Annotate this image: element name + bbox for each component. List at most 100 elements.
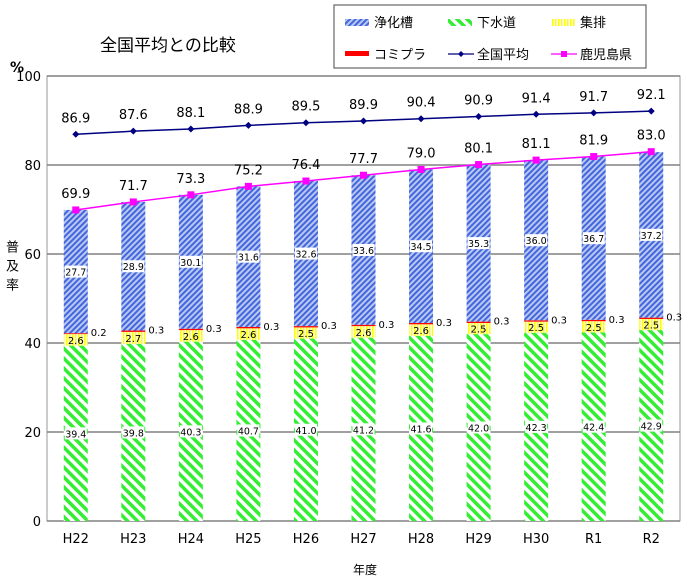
bar-segment <box>524 321 549 333</box>
bar-segment <box>121 331 146 344</box>
line-point <box>244 121 252 129</box>
data-label: 32.6 <box>295 250 316 261</box>
data-label: 41.6 <box>410 424 431 435</box>
chart-title: 全国平均との比較 <box>100 36 236 56</box>
line-point <box>647 107 655 115</box>
line-data-label: 71.7 <box>119 179 148 194</box>
bar-segment <box>63 333 88 335</box>
label-bg <box>640 419 663 432</box>
data-label: 2.6 <box>68 336 84 347</box>
data-label: 0.3 <box>379 320 395 331</box>
data-label: 36.0 <box>526 236 547 247</box>
line-point <box>244 182 252 190</box>
data-label: 28.9 <box>123 262 144 273</box>
data-label: 0.3 <box>609 315 625 326</box>
line-point <box>129 127 137 135</box>
label-bg <box>525 420 548 433</box>
legend-label: 浄化槽 <box>374 16 413 31</box>
data-label: 2.6 <box>240 330 256 341</box>
line-point <box>360 171 367 179</box>
data-label: 0.3 <box>666 313 682 324</box>
line-point <box>302 119 310 127</box>
data-label: 2.7 <box>125 334 141 345</box>
data-label: 40.3 <box>180 427 201 438</box>
label-bg <box>352 243 375 256</box>
x-tick-label: R2 <box>643 532 660 547</box>
data-label: 39.4 <box>65 429 86 440</box>
data-label: 0.3 <box>148 326 164 337</box>
line-data-label: 77.7 <box>349 152 378 167</box>
data-label: 35.3 <box>468 239 489 250</box>
legend-marker <box>458 51 464 57</box>
data-label: 2.5 <box>643 321 659 332</box>
line-data-label: 86.9 <box>61 111 90 126</box>
legend-label: 全国平均 <box>477 47 529 63</box>
data-label: 34.5 <box>410 242 431 253</box>
data-label: 2.6 <box>413 326 429 337</box>
bar-segment <box>639 318 664 331</box>
y-tick-label: 40 <box>24 337 41 352</box>
line-data-label: 90.4 <box>407 96 436 111</box>
bar-segment <box>581 319 606 322</box>
line-point <box>360 117 367 125</box>
x-tick-label: H26 <box>293 532 319 547</box>
x-tick-label: H24 <box>178 532 204 547</box>
label-bg <box>410 240 433 253</box>
line-point <box>417 115 425 123</box>
data-label: 2.5 <box>586 323 602 334</box>
bar-segment <box>293 327 318 339</box>
y-unit: % <box>10 60 24 76</box>
line-data-label: 81.1 <box>522 137 551 152</box>
line-data-label: 73.3 <box>176 172 205 187</box>
data-label: 40.7 <box>238 426 259 437</box>
data-label: 0.3 <box>206 324 222 335</box>
data-label: 0.3 <box>263 322 279 333</box>
x-tick-label: H28 <box>408 532 434 547</box>
line-data-label: 81.9 <box>579 134 608 149</box>
line-data-label: 83.0 <box>637 129 666 144</box>
bar-segment <box>351 326 376 338</box>
bar-segment <box>466 321 491 323</box>
label-bg <box>294 423 317 436</box>
legend-box <box>333 4 647 69</box>
data-label: 39.8 <box>123 428 144 439</box>
x-tick-label: H30 <box>523 532 549 547</box>
y-tick-label: 80 <box>24 159 41 174</box>
legend-label: 下水道 <box>477 16 516 31</box>
x-axis-label: 年度 <box>353 562 377 577</box>
x-tick-label: H29 <box>465 532 491 547</box>
label-bg <box>410 422 433 435</box>
line-point <box>72 206 80 214</box>
line-point <box>475 112 483 120</box>
data-label: 36.7 <box>583 234 604 245</box>
line-data-label: 88.1 <box>176 106 205 121</box>
legend-swatch <box>345 19 369 26</box>
line-point <box>532 110 540 118</box>
bar-segment <box>236 326 261 329</box>
line-data-label: 90.9 <box>464 93 493 108</box>
data-label: 27.7 <box>65 268 86 279</box>
line-point <box>187 125 195 133</box>
label-bg <box>294 247 317 260</box>
label-bg <box>467 421 490 434</box>
line-data-label: 88.9 <box>234 102 263 117</box>
x-tick-label: H22 <box>63 532 89 547</box>
data-label: 42.4 <box>583 423 604 434</box>
legend-swatch <box>448 19 472 26</box>
bar-segment <box>63 334 88 346</box>
line-point <box>302 177 310 185</box>
y-tick-label: 60 <box>24 248 41 263</box>
legend-label: 鹿児島県 <box>580 47 632 63</box>
line-data-label: 87.6 <box>119 108 148 123</box>
x-tick-label: H23 <box>120 532 146 547</box>
bar-segment <box>466 322 491 335</box>
label-bg <box>352 423 375 436</box>
line-point <box>417 165 425 173</box>
y-tick-label: 100 <box>16 70 41 85</box>
label-bg <box>525 234 548 247</box>
line-point <box>647 148 655 156</box>
line-point <box>72 130 80 138</box>
bar-segment <box>178 328 203 331</box>
x-tick-label: R1 <box>585 532 602 547</box>
